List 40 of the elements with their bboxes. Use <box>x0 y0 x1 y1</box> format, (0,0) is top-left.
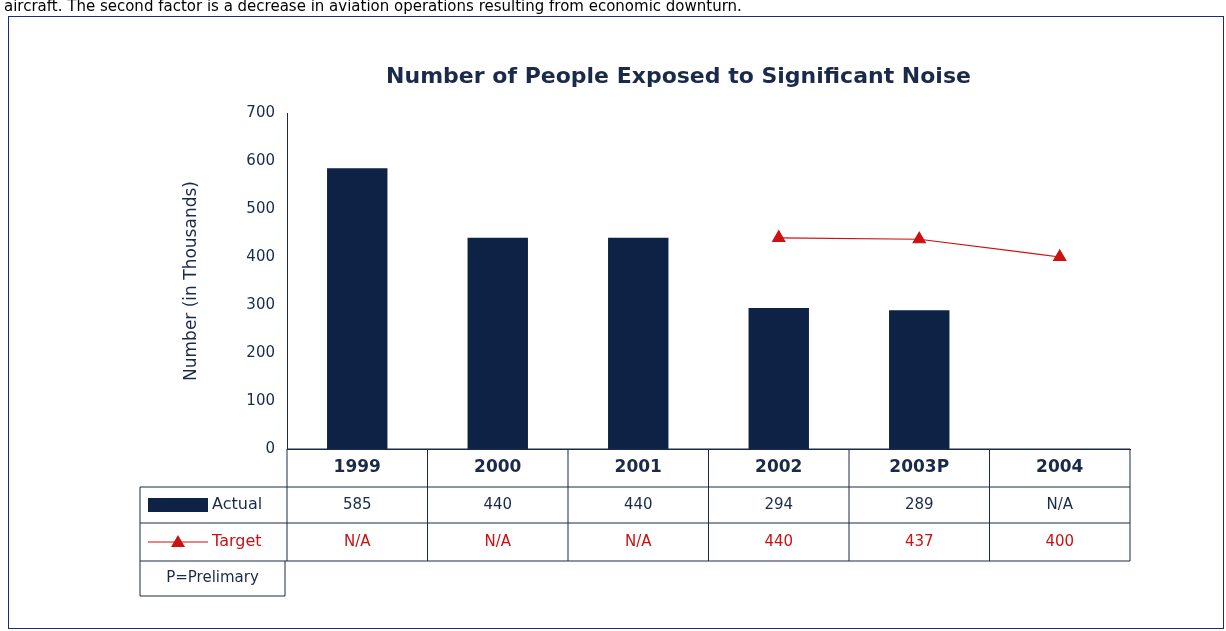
data-label: 585 <box>342 494 372 513</box>
y-axis-title: Number (in Thousands) <box>179 181 200 381</box>
chart-title: Number of People Exposed to Significant Noise <box>386 62 971 88</box>
data-label: 294 <box>764 494 794 513</box>
point <box>772 230 786 242</box>
y-tick-label: 400 <box>246 246 275 265</box>
x-tick-label: 2003P <box>889 456 950 477</box>
bar <box>467 237 528 449</box>
text: P=Prelimary <box>166 568 259 587</box>
text: aircraft. The second factor is a decrease in aviation operations resulting from economic downturn. <box>4 0 742 16</box>
y-tick-label: 100 <box>246 390 275 409</box>
x-tick-label: 2001 <box>614 456 662 477</box>
text: N/A <box>624 531 652 550</box>
y-tick-label: 300 <box>246 294 275 313</box>
data-label: 289 <box>904 494 934 513</box>
data-label: 437 <box>904 531 934 550</box>
x-tick-label: 1999 <box>333 456 381 477</box>
point <box>1053 249 1067 262</box>
legend-label: Actual <box>212 494 263 514</box>
data-label: 440 <box>623 494 653 513</box>
y-tick-label: 0 <box>265 438 275 457</box>
text: N/A <box>1046 494 1074 513</box>
bar <box>889 310 950 449</box>
data-label: 400 <box>1045 531 1075 550</box>
bar <box>327 168 388 449</box>
legend-label: Target <box>211 531 262 551</box>
x-tick-label: 2002 <box>755 456 803 477</box>
text: N/A <box>343 531 371 550</box>
y-tick-label: 600 <box>246 150 275 169</box>
bar <box>608 237 669 449</box>
data-label: 440 <box>483 494 513 513</box>
y-tick-label: 700 <box>246 102 275 121</box>
y-tick-label: 200 <box>246 342 275 361</box>
point <box>912 231 926 244</box>
data-label: 440 <box>764 531 794 550</box>
y-tick-label: 500 <box>246 198 275 217</box>
bar <box>748 307 809 449</box>
x-tick-label: 2004 <box>1036 456 1084 477</box>
x-tick-label: 2000 <box>474 456 522 477</box>
text: N/A <box>484 531 512 550</box>
